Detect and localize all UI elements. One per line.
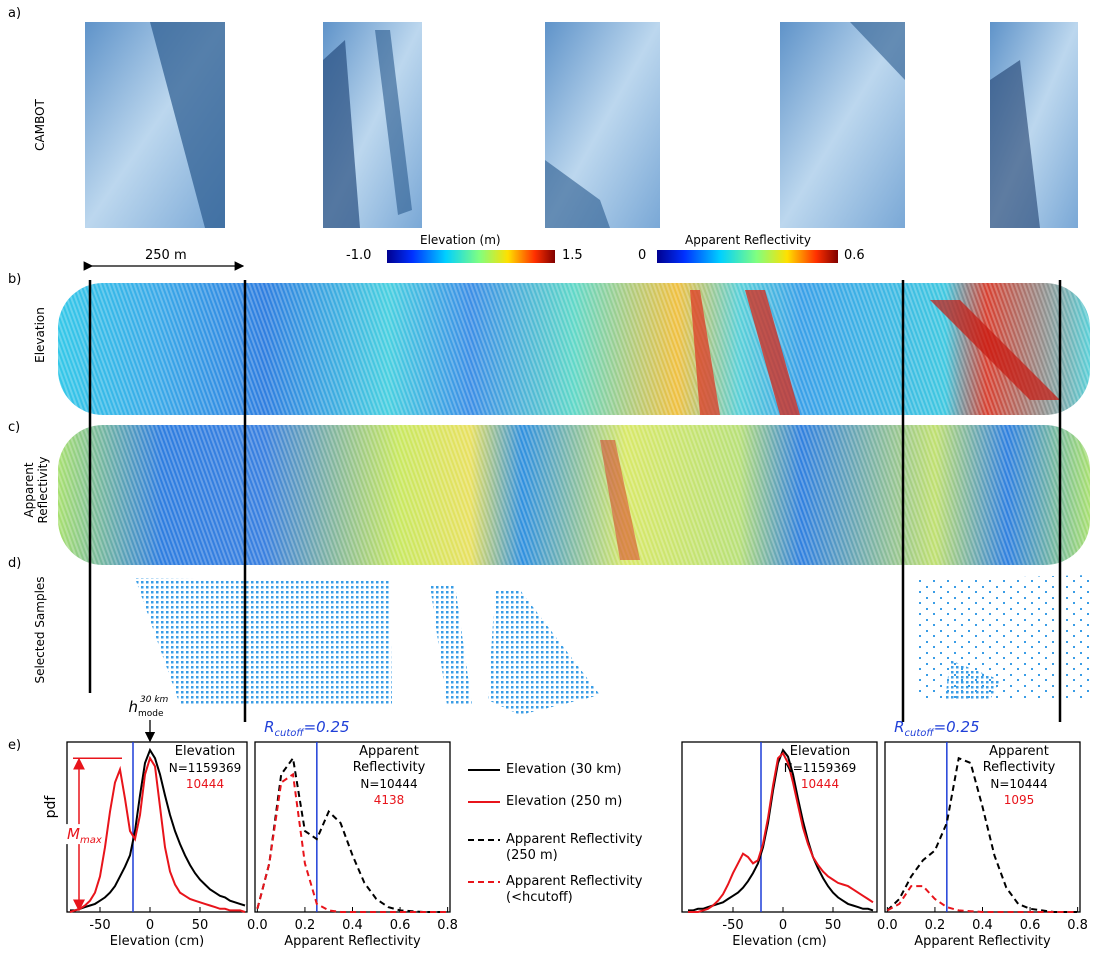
legend-label: Elevation (250 m)	[506, 794, 623, 809]
panel-label: c)	[8, 420, 21, 435]
cutoff-sub: cutoff	[275, 728, 306, 739]
cutoff-symbol: R	[264, 718, 274, 736]
plot-frame	[681, 741, 878, 913]
series-line	[886, 885, 1078, 913]
n-label: N=1159369	[168, 761, 242, 775]
x-axis-label: Elevation (cm)	[732, 934, 826, 949]
series-line	[256, 772, 448, 913]
mmax-sub: max	[80, 835, 102, 846]
x-axis-label: Elevation (cm)	[110, 934, 204, 949]
legend-label: Apparent Reflectivity (<hcutoff)	[506, 874, 643, 905]
chart-annotation: Elevation N=1159369 10444	[780, 744, 860, 792]
mmax-symbol: M	[67, 825, 80, 843]
row-label: Apparent Reflectivity	[22, 456, 50, 524]
chart-annotation: Elevation N=1159369 10444	[165, 744, 245, 792]
x-tick-label: 0.2	[925, 918, 946, 933]
panel-label: a)	[8, 6, 22, 21]
n-label: N=10444	[360, 777, 418, 791]
legend-label: Elevation (30 km)	[506, 762, 622, 777]
mode-sup: 30 km	[140, 695, 169, 705]
x-tick-label: 0.8	[1067, 918, 1088, 933]
x-tick-label: 50	[825, 918, 842, 933]
x-tick-label: 0.4	[342, 918, 363, 933]
row-label: Selected Samples	[33, 576, 47, 684]
chart-title: Apparent Reflectivity	[352, 744, 426, 775]
cutoff-symbol: R	[894, 718, 904, 736]
x-tick-label: 0.0	[877, 918, 898, 933]
mode-sub: mode	[138, 709, 164, 719]
reflectivity-swath	[58, 425, 1090, 565]
chart-annotation: Apparent Reflectivity N=10444 4138	[333, 744, 445, 808]
colorbar-min: -1.0	[346, 248, 372, 263]
row-label: Elevation	[33, 307, 47, 363]
series-line	[886, 756, 1078, 913]
cutoff-value: =0.25	[304, 718, 350, 736]
elevation-swath	[58, 283, 1090, 415]
colorbar-max: 1.5	[562, 248, 583, 263]
legend-label: Apparent Reflectivity (250 m)	[506, 832, 643, 863]
x-axis-label: Apparent Reflectivity	[914, 934, 1051, 949]
x-tick-label: 0.8	[437, 918, 458, 933]
section-lines	[88, 280, 1062, 722]
colorbar	[387, 250, 555, 263]
x-tick-label: 0	[779, 918, 787, 933]
chart-title: Elevation	[789, 744, 851, 759]
x-tick-label: 0.4	[972, 918, 993, 933]
colorbar-max: 0.6	[844, 248, 865, 263]
colorbar-title: Elevation (m)	[420, 233, 501, 247]
panel-label: b)	[8, 272, 22, 287]
series-line	[70, 747, 246, 912]
cambot-photos	[85, 22, 1078, 228]
x-axis-label: Apparent Reflectivity	[284, 934, 421, 949]
x-tick-label: 0.6	[1020, 918, 1041, 933]
mmax-label: Mmax	[67, 825, 102, 846]
x-tick-label: 0.2	[295, 918, 316, 933]
x-tick-label: 0.0	[247, 918, 268, 933]
chart-annotation: Apparent Reflectivity N=10444 1095	[963, 744, 1075, 808]
x-tick-label: -50	[89, 918, 110, 933]
panel-label: e)	[8, 738, 22, 753]
series-line	[688, 751, 874, 913]
colorbar	[657, 250, 838, 263]
n-label: N=1159369	[783, 761, 857, 775]
n-selected: 4138	[373, 793, 405, 807]
selected-samples	[135, 575, 1090, 715]
cutoff-value: =0.25	[934, 718, 980, 736]
series-line	[69, 755, 246, 913]
n-selected: 10444	[800, 777, 840, 791]
cutoff-label: Rcutoff=0.25	[894, 718, 980, 739]
x-tick-label: 0	[146, 918, 154, 933]
panel-label: d)	[8, 556, 22, 571]
series-line	[256, 755, 448, 913]
x-tick-label: 50	[192, 918, 209, 933]
n-label: N=10444	[990, 777, 1048, 791]
n-selected: 10444	[185, 777, 225, 791]
cutoff-label: Rcutoff=0.25	[264, 718, 350, 739]
mode-symbol: h	[128, 698, 138, 716]
colorbar-min: 0	[638, 248, 647, 263]
chart-title: Elevation	[174, 744, 236, 759]
x-tick-label: 0.6	[390, 918, 411, 933]
cutoff-sub: cutoff	[905, 728, 936, 739]
scale-label: 250 m	[145, 248, 187, 263]
row-label: CAMBOT	[33, 99, 47, 151]
x-tick-label: -50	[722, 918, 743, 933]
mmax-bg	[65, 824, 97, 845]
y-axis-label: pdf	[43, 795, 59, 819]
colorbar-title: Apparent Reflectivity	[685, 233, 811, 247]
chart-title: Apparent Reflectivity	[982, 744, 1056, 775]
n-selected: 1095	[1003, 793, 1035, 807]
